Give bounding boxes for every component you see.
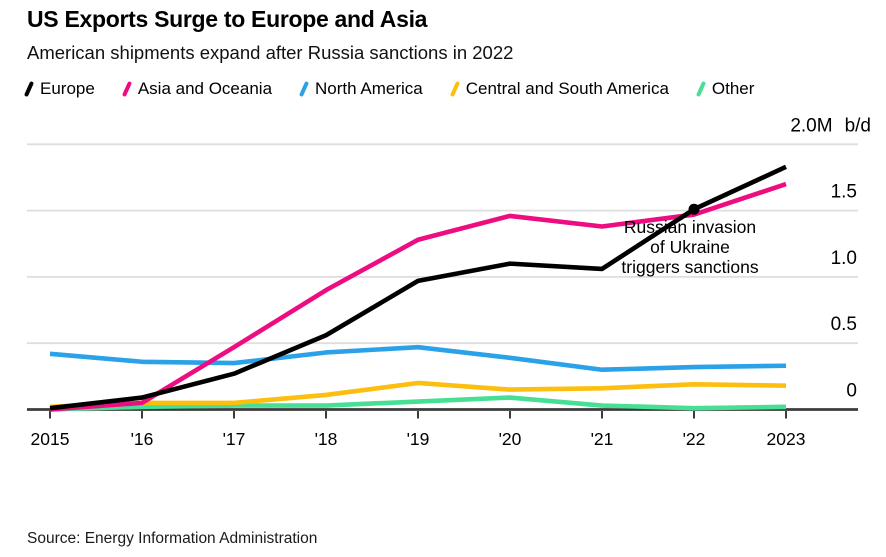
- series-line-asia-and-oceania: [49, 181, 787, 412]
- chart-title: US Exports Surge to Europe and Asia: [27, 6, 428, 32]
- annotation-line: triggers sanctions: [621, 257, 759, 277]
- x-axis-label: '22: [683, 429, 706, 449]
- event-annotation: Russian invasion of Ukraine triggers san…: [565, 217, 815, 277]
- x-axis-label: '18: [315, 429, 338, 449]
- x-axis-label: '19: [407, 429, 430, 449]
- annotation-line: of Ukraine: [650, 237, 730, 257]
- legend-item-north-america: North America: [298, 79, 423, 99]
- series-line-north-america: [49, 344, 787, 373]
- x-axis-label: '21: [591, 429, 614, 449]
- legend-item-europe: Europe: [23, 79, 95, 99]
- event-marker-dot: [688, 203, 700, 215]
- legend-item-other: Other: [695, 79, 755, 99]
- legend-label: North America: [315, 79, 423, 98]
- x-axis-label: '16: [131, 429, 154, 449]
- y-axis-label: 1.0: [831, 248, 857, 269]
- series-line-other: [49, 395, 787, 412]
- series-line-europe: [49, 164, 787, 411]
- y-axis-label: 0: [846, 381, 857, 402]
- legend: Europe Asia and Oceania North America Ce…: [23, 79, 755, 99]
- source-note: Source: Energy Information Administratio…: [27, 530, 318, 547]
- legend-label: Other: [711, 79, 755, 98]
- legend-label: Europe: [40, 79, 95, 98]
- legend-item-asia-and-oceania: Asia and Oceania: [121, 79, 273, 99]
- legend-item-central-and-south-america: Central and South America: [449, 79, 669, 99]
- x-axis-label: 2015: [31, 429, 70, 449]
- legend-label: Asia and Oceania: [137, 79, 273, 98]
- chart-subtitle: American shipments expand after Russia s…: [27, 42, 514, 63]
- y-axis-label: 0.5: [831, 314, 857, 335]
- series-line-central-and-south-america: [49, 380, 787, 410]
- x-axis-label: '20: [499, 429, 522, 449]
- annotation-line: Russian invasion: [623, 217, 757, 237]
- y-axis-label: 1.5: [831, 182, 857, 203]
- line-chart-canvas: 0 0.5 1.0 1.5 2.0M b/d 2015 '16 '17 '18 '19 '20 '21 '…: [27, 115, 871, 449]
- x-axis-label: 2023: [767, 429, 806, 449]
- x-axis-label: '17: [223, 429, 246, 449]
- y-axis-unit-label: 2.0M b/d: [790, 115, 871, 136]
- legend-label: Central and South America: [465, 79, 669, 98]
